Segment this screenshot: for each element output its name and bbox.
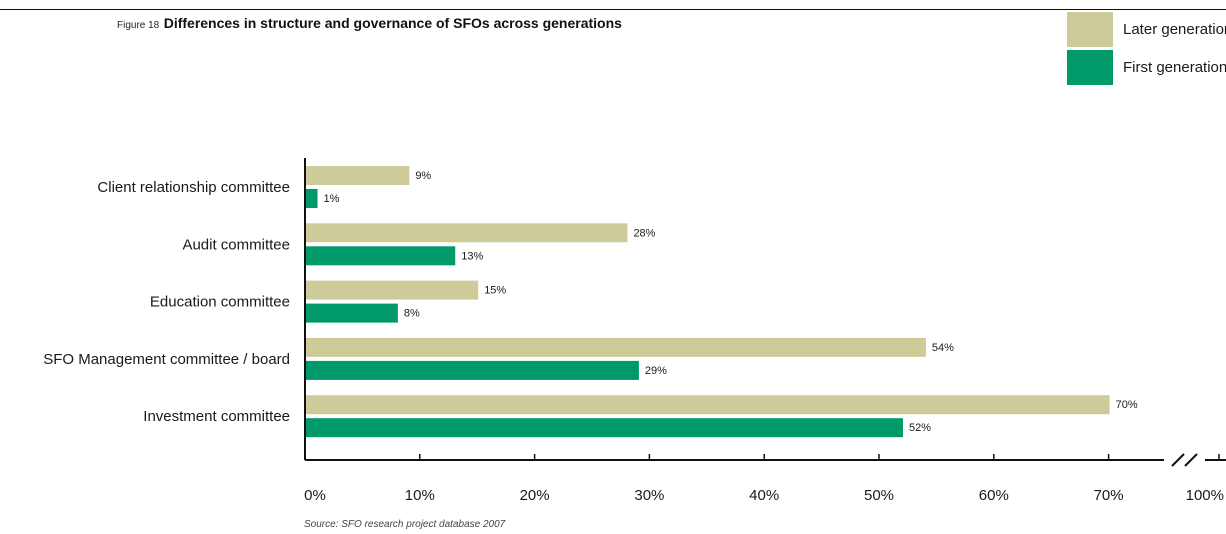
source-note: Source: SFO research project database 20… xyxy=(304,519,506,530)
data-label-later-client-relationship-committee: 9% xyxy=(415,170,431,182)
legend-item-first-generation: First generation xyxy=(1067,50,1226,85)
bar-later-sfo-management-committee-board xyxy=(306,337,926,357)
x-tick-label: 40% xyxy=(749,487,779,504)
axis-break-mark xyxy=(1184,453,1198,467)
figure-title: Figure 18 Differences in structure and g… xyxy=(117,15,622,33)
top-rule xyxy=(0,9,1226,10)
x-tick-label: 50% xyxy=(864,487,894,504)
data-label-first-client-relationship-committee: 1% xyxy=(323,193,339,205)
figure-number: Figure 18 xyxy=(117,20,160,31)
axis-break-mark xyxy=(1171,453,1185,467)
x-tick-label: 60% xyxy=(979,487,1009,504)
data-label-later-education-committee: 15% xyxy=(484,285,506,297)
x-tick-label: 20% xyxy=(520,487,550,504)
legend-label-first: First generation xyxy=(1123,59,1226,76)
bar-first-client-relationship-committee xyxy=(306,189,318,208)
bar-later-education-committee xyxy=(306,280,479,300)
legend-swatch-first xyxy=(1067,50,1113,85)
category-label-audit-committee: Audit committee xyxy=(182,236,290,253)
x-tick-label: 30% xyxy=(634,487,664,504)
data-label-later-sfo-management-committee-board: 54% xyxy=(932,342,954,354)
data-label-first-investment-committee: 52% xyxy=(909,422,931,434)
data-label-first-sfo-management-committee-board: 29% xyxy=(645,365,667,377)
legend-label-later: Later generations xyxy=(1123,21,1226,38)
x-tick-label: 10% xyxy=(405,487,435,504)
bar-later-investment-committee xyxy=(306,395,1110,415)
category-label-sfo-management-committee-board: SFO Management committee / board xyxy=(43,351,290,368)
data-label-later-investment-committee: 70% xyxy=(1116,399,1138,411)
category-label-client-relationship-committee: Client relationship committee xyxy=(97,179,290,196)
category-label-education-committee: Education committee xyxy=(150,294,290,311)
x-tick-label: 100% xyxy=(1186,487,1224,504)
x-tick-label: 0% xyxy=(304,487,326,504)
category-label-investment-committee: Investment committee xyxy=(143,408,290,425)
x-tick-label: 70% xyxy=(1094,487,1124,504)
bar-later-audit-committee xyxy=(306,223,628,243)
data-label-later-audit-committee: 28% xyxy=(633,227,655,239)
bar-first-sfo-management-committee-board xyxy=(306,360,639,380)
data-label-first-education-committee: 8% xyxy=(404,308,420,320)
legend-item-later-generations: Later generations xyxy=(1067,12,1226,47)
bar-first-investment-committee xyxy=(306,418,903,438)
bar-first-education-committee xyxy=(306,303,398,323)
bar-first-audit-committee xyxy=(306,246,456,266)
bar-later-client-relationship-committee xyxy=(306,166,410,185)
data-label-first-audit-committee: 13% xyxy=(461,250,483,262)
legend-swatch-later xyxy=(1067,12,1113,47)
figure-title-text: Differences in structure and governance … xyxy=(163,15,622,31)
